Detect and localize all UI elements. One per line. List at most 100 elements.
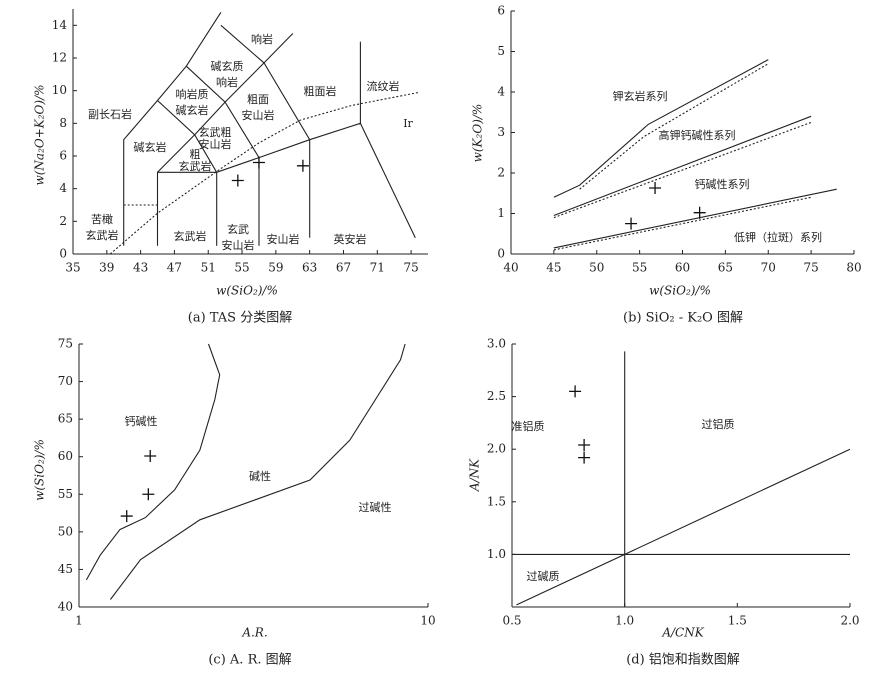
- data-point: [625, 217, 638, 230]
- x-tick-label: 1.0: [615, 614, 634, 628]
- x-tick-label: 1.5: [728, 614, 747, 628]
- data-point: [693, 206, 706, 219]
- x-axis-label: w(SiO₂)/%: [216, 284, 278, 298]
- boundary-line: [220, 24, 311, 140]
- x-tick-label: 1: [75, 614, 83, 628]
- field-label: 粗面岩: [304, 84, 337, 98]
- y-tick-label: 45: [58, 562, 73, 576]
- y-tick-label: 14: [52, 18, 68, 32]
- data-point: [649, 181, 662, 194]
- y-tick-label: 2.5: [487, 389, 506, 403]
- y-tick-label: 8: [59, 116, 67, 130]
- caption: (d) 铝饱和指数图解: [626, 653, 740, 668]
- field-label: 安山岩: [222, 238, 255, 252]
- x-tick-label: 67: [336, 261, 351, 275]
- y-tick-label: 65: [58, 412, 73, 426]
- data-point: [296, 159, 309, 172]
- y-tick-label: 55: [58, 487, 73, 501]
- x-axis-label: A/CNK: [661, 626, 704, 640]
- x-tick-label: 59: [268, 261, 283, 275]
- x-tick-label: 75: [403, 261, 418, 275]
- data-point: [252, 156, 265, 169]
- x-tick-label: 0.5: [502, 614, 521, 628]
- field-label: 英安岩: [334, 232, 367, 246]
- field-label: 钙碱性系列: [695, 177, 750, 191]
- field-label: 过铝质: [702, 417, 735, 431]
- x-tick-label: 50: [589, 261, 604, 275]
- y-tick-label: 12: [52, 51, 67, 65]
- boundary-line: [516, 448, 851, 606]
- caption: (c) A. R. 图解: [208, 653, 291, 668]
- boundary-line: [185, 65, 260, 158]
- field-label: 玄武岩: [174, 229, 207, 243]
- y-tick-label: 1: [497, 206, 505, 220]
- field-label: 副长石岩: [88, 107, 132, 121]
- data-point: [120, 510, 133, 523]
- y-axis-label: w(SiO₂)/%: [33, 439, 47, 501]
- field-label: 碱性: [249, 469, 271, 483]
- boundary-line: [553, 188, 837, 249]
- y-tick-label: 2: [59, 214, 67, 228]
- y-tick-label: 2.0: [487, 442, 506, 456]
- x-tick-label: 51: [201, 261, 216, 275]
- field-label: 过碱性: [359, 500, 392, 514]
- field-label: 安山岩: [242, 108, 275, 122]
- field-label: 碱玄岩: [176, 103, 209, 117]
- data-point: [144, 449, 157, 462]
- boundary-line: [579, 63, 769, 190]
- y-tick-label: 50: [58, 524, 73, 538]
- x-tick-label: 2.0: [840, 614, 859, 628]
- field-label: 苦橄: [91, 212, 113, 226]
- field-label: 流纹岩: [367, 79, 400, 93]
- y-tick-label: 10: [52, 83, 67, 97]
- y-tick-label: 1.0: [487, 547, 506, 561]
- y-tick-label: 40: [58, 600, 73, 614]
- data-point: [578, 438, 591, 451]
- x-tick-label: 35: [65, 261, 80, 275]
- caption: (b) SiO₂ - K₂O 图解: [623, 311, 743, 326]
- y-tick-label: 0: [497, 247, 505, 261]
- x-tick-label: 10: [420, 614, 435, 628]
- y-tick-label: 60: [58, 449, 73, 463]
- x-tick-label: 45: [546, 261, 561, 275]
- y-tick-label: 2: [497, 166, 505, 180]
- field-label: 安山岩: [199, 137, 232, 151]
- x-axis-label: w(SiO₂)/%: [649, 284, 711, 298]
- field-label: 钙碱性: [125, 414, 158, 428]
- y-tick-label: 6: [497, 4, 505, 18]
- boundary-line: [553, 59, 769, 198]
- caption: (a) TAS 分类图解: [188, 311, 292, 326]
- x-tick-label: 80: [846, 261, 861, 275]
- x-axis-label: A.R.: [241, 626, 267, 640]
- y-tick-label: 3: [497, 125, 505, 139]
- field-label: 玄武岩: [179, 159, 212, 173]
- field-label: 碱玄质: [211, 59, 244, 73]
- boundary-line: [553, 121, 812, 219]
- x-tick-label: 39: [99, 261, 114, 275]
- x-tick-label: 40: [503, 261, 518, 275]
- y-tick-label: 4: [497, 85, 505, 99]
- data-point: [231, 174, 244, 187]
- y-axis-label: w(K₂O)/%: [471, 104, 485, 163]
- boundary-line: [156, 122, 416, 246]
- x-tick-label: 75: [803, 261, 818, 275]
- y-tick-label: 75: [58, 337, 73, 351]
- x-tick-label: 55: [234, 261, 249, 275]
- boundary-line: [109, 343, 406, 600]
- y-tick-label: 0: [59, 247, 67, 261]
- y-tick-label: 5: [497, 44, 505, 58]
- field-label: 粗面: [247, 93, 269, 106]
- y-tick-label: 3.0: [487, 337, 506, 351]
- field-label: 准铝质: [512, 419, 545, 433]
- data-point: [142, 488, 155, 501]
- x-tick-label: 65: [718, 261, 733, 275]
- y-tick-label: 70: [58, 374, 73, 388]
- x-tick-label: 55: [632, 261, 647, 275]
- field-label: 响岩质: [176, 87, 209, 101]
- x-tick-label: 47: [167, 261, 182, 275]
- field-label: 粗: [190, 148, 201, 161]
- data-point: [578, 451, 591, 464]
- field-label: 碱玄岩: [134, 140, 167, 154]
- x-tick-label: 70: [761, 261, 776, 275]
- y-tick-label: 4: [59, 181, 67, 195]
